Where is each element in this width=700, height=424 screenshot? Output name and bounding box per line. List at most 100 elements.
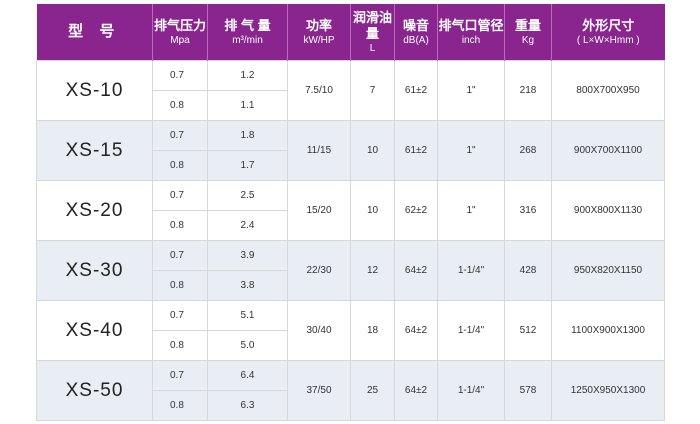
pressure-cell: 0.7 — [152, 120, 208, 151]
table-header-row: 型 号 排气压力 Mpa 排 气 量 m³/min 功率 kW/HP 润滑油量 … — [36, 4, 665, 61]
header-outlet-unit: inch — [461, 34, 481, 46]
model-cell: XS-15 — [36, 120, 153, 181]
model-cell: XS-30 — [36, 240, 153, 301]
header-weight-label: 重量 — [514, 17, 541, 33]
weight-cell: 578 — [504, 360, 552, 421]
power-cell: 7.5/10 — [287, 60, 351, 121]
oil-cell: 12 — [350, 240, 395, 301]
model-cell: XS-40 — [36, 300, 153, 361]
pressure-cell: 0.7 — [152, 240, 208, 271]
flow-cell: 6.3 — [207, 390, 288, 421]
header-power-unit: kW/HP — [303, 34, 335, 46]
table-row: XS-40 0.7 5.1 30/40 18 64±2 1-1/4" 512 1… — [36, 300, 665, 361]
model-cell: XS-10 — [36, 60, 153, 121]
outlet-cell: 1-1/4" — [437, 360, 505, 421]
header-power: 功率 kW/HP — [287, 4, 351, 61]
dimensions-cell: 900X700X1100 — [551, 120, 665, 181]
header-outlet: 排气口管径 inch — [437, 4, 505, 61]
flow-cell: 3.9 — [207, 240, 288, 271]
header-weight: 重量 Kg — [504, 4, 552, 61]
flow-cell: 2.5 — [207, 180, 288, 211]
flow-cell: 6.4 — [207, 360, 288, 391]
noise-cell: 61±2 — [394, 120, 438, 181]
outlet-cell: 1-1/4" — [437, 300, 505, 361]
weight-cell: 268 — [504, 120, 552, 181]
table-row: XS-10 0.7 1.2 7.5/10 7 61±2 1" 218 800X7… — [36, 60, 665, 121]
weight-cell: 218 — [504, 60, 552, 121]
header-outlet-label: 排气口管径 — [438, 17, 504, 33]
outlet-cell: 1" — [437, 60, 505, 121]
header-noise-unit: dB(A) — [403, 34, 429, 46]
pressure-cell: 0.7 — [152, 300, 208, 331]
flow-cell: 2.4 — [207, 210, 288, 241]
header-oil-label: 润滑油量 — [352, 9, 392, 41]
flow-cell: 1.8 — [207, 120, 288, 151]
noise-cell: 61±2 — [394, 60, 438, 121]
power-cell: 11/15 — [287, 120, 351, 181]
header-noise: 噪音 dB(A) — [394, 4, 438, 61]
dimensions-cell: 1250X950X1300 — [551, 360, 665, 421]
header-weight-unit: Kg — [521, 34, 535, 46]
spec-table: 型 号 排气压力 Mpa 排 气 量 m³/min 功率 kW/HP 润滑油量 … — [36, 4, 665, 421]
outlet-cell: 1" — [437, 120, 505, 181]
pressure-cell: 0.8 — [152, 270, 208, 301]
noise-cell: 64±2 — [394, 240, 438, 301]
table-row: XS-50 0.7 6.4 37/50 25 64±2 1-1/4" 578 1… — [36, 360, 665, 421]
dimensions-cell: 1100X900X1300 — [551, 300, 665, 361]
noise-cell: 62±2 — [394, 180, 438, 241]
pressure-cell: 0.7 — [152, 360, 208, 391]
table-row: 0.8 5.0 — [37, 330, 665, 361]
dimensions-cell: 800X700X950 — [551, 60, 665, 121]
table-row: 0.8 1.7 — [37, 150, 665, 181]
weight-cell: 512 — [504, 300, 552, 361]
flow-cell: 1.1 — [207, 90, 288, 121]
oil-cell: 10 — [350, 180, 395, 241]
header-flow-unit: m³/min — [232, 34, 263, 46]
weight-cell: 428 — [504, 240, 552, 301]
header-dimensions-unit: ( L×W×Hmm ) — [576, 34, 640, 46]
model-cell: XS-50 — [36, 360, 153, 421]
header-model: 型 号 — [36, 4, 153, 61]
pressure-cell: 0.7 — [152, 60, 208, 91]
oil-cell: 18 — [350, 300, 395, 361]
oil-cell: 25 — [350, 360, 395, 421]
power-cell: 15/20 — [287, 180, 351, 241]
table-row: XS-30 0.7 3.9 22/30 12 64±2 1-1/4" 428 9… — [36, 240, 665, 301]
header-pressure: 排气压力 Mpa — [152, 4, 208, 61]
pressure-cell: 0.8 — [152, 150, 208, 181]
table-row: 0.8 6.3 — [37, 390, 665, 421]
power-cell: 30/40 — [287, 300, 351, 361]
power-cell: 22/30 — [287, 240, 351, 301]
table-row: XS-20 0.7 2.5 15/20 10 62±2 1" 316 900X8… — [36, 180, 665, 241]
flow-cell: 1.7 — [207, 150, 288, 181]
pressure-cell: 0.8 — [152, 390, 208, 421]
header-model-label: 型 号 — [68, 23, 121, 40]
table-row: 0.8 3.8 — [37, 270, 665, 301]
pressure-cell: 0.8 — [152, 330, 208, 361]
table-row: XS-15 0.7 1.8 11/15 10 61±2 1" 268 900X7… — [36, 120, 665, 181]
dimensions-cell: 900X800X1130 — [551, 180, 665, 241]
header-power-label: 功率 — [305, 17, 332, 33]
flow-cell: 5.1 — [207, 300, 288, 331]
flow-cell: 5.0 — [207, 330, 288, 361]
oil-cell: 7 — [350, 60, 395, 121]
dimensions-cell: 950X820X1150 — [551, 240, 665, 301]
header-noise-label: 噪音 — [402, 17, 429, 33]
oil-cell: 10 — [350, 120, 395, 181]
table-row: 0.8 2.4 — [37, 210, 665, 241]
pressure-cell: 0.8 — [152, 90, 208, 121]
pressure-cell: 0.7 — [152, 180, 208, 211]
pressure-cell: 0.8 — [152, 210, 208, 241]
header-oil-unit: L — [369, 42, 376, 54]
header-flow: 排 气 量 m³/min — [207, 4, 288, 61]
flow-cell: 3.8 — [207, 270, 288, 301]
header-dimensions: 外形尺寸 ( L×W×Hmm ) — [551, 4, 665, 61]
flow-cell: 1.2 — [207, 60, 288, 91]
outlet-cell: 1" — [437, 180, 505, 241]
header-oil: 润滑油量 L — [350, 4, 395, 61]
header-dimensions-label: 外形尺寸 — [582, 17, 635, 33]
header-pressure-unit: Mpa — [170, 34, 190, 46]
header-flow-label: 排 气 量 — [224, 17, 271, 33]
noise-cell: 64±2 — [394, 360, 438, 421]
weight-cell: 316 — [504, 180, 552, 241]
